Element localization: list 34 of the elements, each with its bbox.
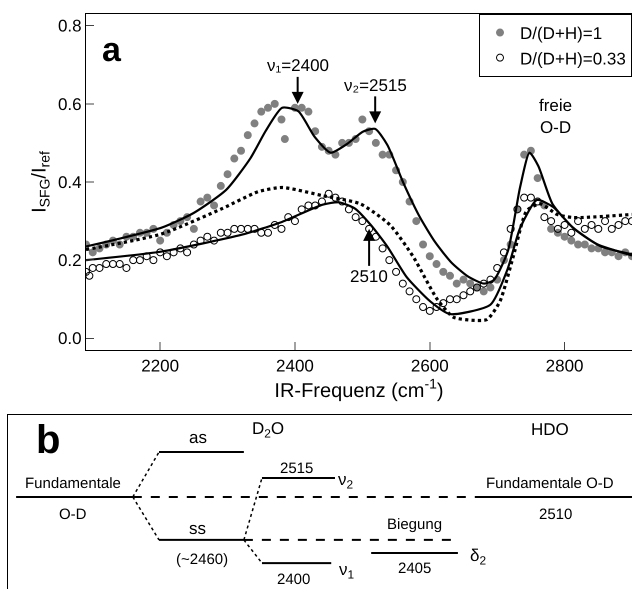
text: Fundamentale <box>25 475 121 492</box>
text: as <box>189 428 207 447</box>
text: b <box>36 418 60 462</box>
text: D$_{2}$O <box>252 419 284 441</box>
x-axis-title: IR-Frequenz (cm$^{-1}$) <box>274 375 444 402</box>
annotation: 2510 <box>350 267 388 286</box>
text: 2400 <box>277 571 310 588</box>
text: 2515 <box>280 460 314 477</box>
y-tick-label: 0.4 <box>58 172 82 192</box>
text: 2405 <box>398 560 432 577</box>
text: HDO <box>531 420 569 439</box>
legend-label: D/(D+H)=1 <box>520 24 602 44</box>
y-tick-label: 0.0 <box>58 329 82 348</box>
text: ν$_{1}$ <box>339 560 354 582</box>
text: 2510 <box>539 506 572 523</box>
x-tick-label: 2600 <box>410 356 449 376</box>
y-tick-label: 0.6 <box>58 94 82 114</box>
annotation: freie O-D <box>539 96 572 138</box>
text: (~2460) <box>176 551 228 568</box>
x-tick-label: 2200 <box>141 356 180 376</box>
text: ν$_{2}$ <box>338 470 354 492</box>
annotation: a <box>102 31 122 69</box>
y-tick-label: 0.2 <box>58 251 82 270</box>
x-tick-label: 2800 <box>546 356 584 376</box>
annotation: ν₁=2400 <box>267 56 329 75</box>
text: δ$_{2}$ <box>470 546 486 568</box>
x-tick-label: 2400 <box>276 356 314 376</box>
annotation: ν₂=2515 <box>344 76 407 95</box>
text: Fundamentale O-D <box>486 475 614 492</box>
legend-label: D/(D+H)=0.33 <box>520 49 626 68</box>
y-tick-label: 0.8 <box>58 16 82 36</box>
text: Biegung <box>387 516 442 533</box>
text: O-D <box>59 506 87 523</box>
text: ss <box>189 519 206 538</box>
